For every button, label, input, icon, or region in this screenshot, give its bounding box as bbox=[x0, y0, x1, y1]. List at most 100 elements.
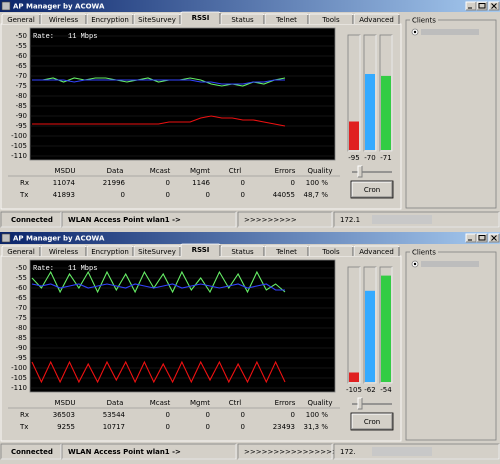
tab-label: Status bbox=[231, 248, 254, 256]
shadow bbox=[352, 182, 393, 198]
cell: 0 bbox=[166, 191, 170, 199]
client-radio[interactable] bbox=[411, 28, 419, 36]
tab[interactable]: Status bbox=[220, 13, 265, 24]
column-header: Quality bbox=[307, 167, 332, 175]
tab-label: Advanced bbox=[359, 16, 394, 24]
tab[interactable]: RSSI bbox=[180, 11, 221, 25]
close-button[interactable] bbox=[488, 1, 500, 11]
shadow bbox=[358, 166, 363, 178]
tab[interactable]: Encryption bbox=[86, 13, 134, 24]
tab-label: Advanced bbox=[359, 248, 394, 256]
tab[interactable]: Telnet bbox=[264, 13, 309, 24]
face bbox=[466, 2, 476, 10]
column-header: Errors bbox=[275, 399, 296, 407]
cron-button[interactable]: Cron bbox=[350, 412, 394, 431]
shadow bbox=[466, 2, 477, 11]
meter-frame-hi bbox=[348, 267, 361, 384]
cell: 31,3 % bbox=[304, 423, 329, 431]
clients-group bbox=[405, 19, 497, 209]
client-radio[interactable] bbox=[411, 260, 419, 268]
cell: 0 bbox=[291, 411, 295, 419]
signal-line bbox=[32, 77, 286, 87]
slider-thumb[interactable] bbox=[357, 397, 363, 410]
status-panel-hi bbox=[62, 444, 237, 460]
y-tick-label: -60 bbox=[16, 284, 27, 292]
y-tick-label: -90 bbox=[16, 112, 27, 120]
window-title: AP Manager by ACOWA bbox=[13, 3, 105, 11]
cell: 53544 bbox=[103, 411, 126, 419]
cell: 0 bbox=[241, 423, 245, 431]
signal-line bbox=[31, 270, 286, 294]
meter-bar bbox=[365, 74, 375, 150]
tab[interactable]: Encryption bbox=[86, 245, 134, 256]
column-header: Data bbox=[107, 167, 124, 175]
y-tick-label: -60 bbox=[16, 52, 27, 60]
cell: 0 bbox=[166, 179, 170, 187]
y-tick-label: -80 bbox=[16, 92, 27, 100]
face bbox=[477, 2, 487, 10]
maximize-button[interactable] bbox=[476, 233, 488, 243]
tab-label: RSSI bbox=[192, 14, 210, 22]
app-window: AP Manager by ACOWA General Wireless Encryp… bbox=[0, 0, 500, 228]
tab[interactable]: Advanced bbox=[353, 13, 400, 24]
y-tick-label: -80 bbox=[16, 324, 27, 332]
column-header: Mcast bbox=[150, 399, 171, 407]
hilite bbox=[465, 1, 476, 10]
tab[interactable]: Status bbox=[220, 245, 265, 256]
y-tick-label: -65 bbox=[16, 62, 27, 70]
minimize-button[interactable] bbox=[465, 233, 477, 243]
cell: 100 % bbox=[306, 179, 329, 187]
meter-label: -95 bbox=[348, 154, 359, 162]
tab[interactable]: SiteSurvey bbox=[133, 245, 181, 256]
cell: 36503 bbox=[53, 411, 75, 419]
tab[interactable]: Tools bbox=[308, 13, 354, 24]
meter-bar bbox=[381, 275, 391, 382]
tab[interactable]: Advanced bbox=[353, 245, 400, 256]
slider-thumb[interactable] bbox=[357, 165, 363, 178]
tab[interactable]: General bbox=[1, 245, 41, 256]
hilite bbox=[488, 233, 499, 242]
tab[interactable]: RSSI bbox=[180, 243, 221, 257]
ip-blurred bbox=[372, 447, 432, 456]
tab-label: Encryption bbox=[91, 16, 129, 24]
tab[interactable]: General bbox=[1, 13, 41, 24]
row-label: Rx bbox=[20, 179, 29, 187]
maximize-button[interactable] bbox=[476, 1, 488, 11]
y-tick-label: -90 bbox=[16, 344, 27, 352]
tab[interactable]: Tools bbox=[308, 245, 354, 256]
tab-label: General bbox=[7, 16, 35, 24]
y-tick-label: -100 bbox=[11, 132, 27, 140]
column-header: Ctrl bbox=[229, 167, 242, 175]
status-panel-hi bbox=[1, 444, 62, 460]
meter-label: -105 bbox=[346, 386, 362, 394]
cell: 48,7 % bbox=[304, 191, 329, 199]
meter-frame-hi bbox=[380, 267, 393, 384]
hilite bbox=[351, 181, 392, 197]
cell: 0 bbox=[166, 423, 170, 431]
meter-bar bbox=[349, 372, 359, 382]
tab[interactable]: Wireless bbox=[40, 13, 87, 24]
column-header: Mgmt bbox=[190, 399, 210, 407]
cell: 41893 bbox=[53, 191, 75, 199]
meter-label: -71 bbox=[380, 154, 391, 162]
cell: 11074 bbox=[53, 179, 76, 187]
rate-value: 11 Mbps bbox=[68, 33, 97, 41]
column-header: MSDU bbox=[55, 167, 76, 175]
y-tick-label: -55 bbox=[16, 274, 27, 282]
status-panel-hi bbox=[334, 444, 500, 460]
tab[interactable]: Wireless bbox=[40, 245, 87, 256]
hilite bbox=[476, 233, 487, 242]
title-bar bbox=[0, 232, 500, 244]
y-tick-label: -110 bbox=[11, 152, 27, 160]
cron-button[interactable]: Cron bbox=[350, 180, 394, 199]
title-bar bbox=[0, 0, 500, 12]
meter-bar bbox=[381, 75, 391, 150]
tab[interactable]: Telnet bbox=[264, 245, 309, 256]
tab[interactable]: SiteSurvey bbox=[133, 13, 181, 24]
close-button[interactable] bbox=[488, 233, 500, 243]
minimize-button[interactable] bbox=[465, 1, 477, 11]
tab-label: Wireless bbox=[49, 248, 79, 256]
signal-line bbox=[32, 79, 285, 85]
